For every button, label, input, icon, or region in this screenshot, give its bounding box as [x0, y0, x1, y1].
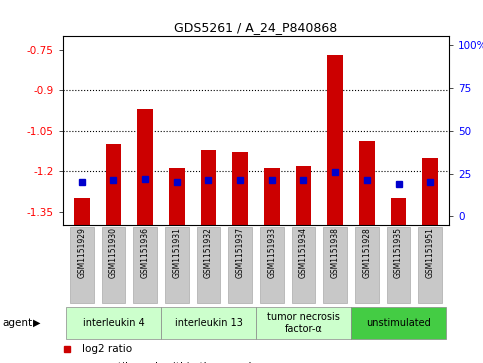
Text: ▶: ▶ [33, 318, 41, 328]
Text: tumor necrosis
factor-α: tumor necrosis factor-α [267, 312, 340, 334]
Bar [232, 152, 248, 225]
Bar [137, 109, 153, 225]
FancyBboxPatch shape [418, 227, 442, 303]
Bar [264, 168, 280, 225]
FancyBboxPatch shape [228, 227, 252, 303]
Text: GSM1151934: GSM1151934 [299, 228, 308, 278]
FancyBboxPatch shape [260, 227, 284, 303]
FancyBboxPatch shape [70, 227, 94, 303]
Bar [422, 158, 438, 225]
FancyBboxPatch shape [161, 307, 256, 339]
Bar [74, 198, 90, 225]
Text: GSM1151936: GSM1151936 [141, 228, 150, 278]
Text: log2 ratio: log2 ratio [82, 344, 132, 354]
FancyBboxPatch shape [133, 227, 157, 303]
Text: unstimulated: unstimulated [366, 318, 431, 328]
FancyBboxPatch shape [101, 227, 126, 303]
Bar [169, 168, 185, 225]
Text: percentile rank within the sample: percentile rank within the sample [82, 362, 258, 363]
Title: GDS5261 / A_24_P840868: GDS5261 / A_24_P840868 [174, 21, 338, 34]
FancyBboxPatch shape [355, 227, 379, 303]
Text: GSM1151938: GSM1151938 [331, 228, 340, 278]
FancyBboxPatch shape [351, 307, 446, 339]
FancyBboxPatch shape [323, 227, 347, 303]
Text: GSM1151931: GSM1151931 [172, 228, 181, 278]
Bar [327, 55, 343, 225]
FancyBboxPatch shape [66, 307, 161, 339]
Text: interleukin 13: interleukin 13 [174, 318, 242, 328]
Text: interleukin 4: interleukin 4 [83, 318, 144, 328]
Text: GSM1151937: GSM1151937 [236, 228, 245, 278]
FancyBboxPatch shape [165, 227, 189, 303]
Text: GSM1151935: GSM1151935 [394, 228, 403, 278]
FancyBboxPatch shape [197, 227, 220, 303]
Text: GSM1151933: GSM1151933 [267, 228, 276, 278]
Text: GSM1151929: GSM1151929 [77, 228, 86, 278]
Text: agent: agent [2, 318, 32, 328]
Text: GSM1151928: GSM1151928 [362, 228, 371, 278]
FancyBboxPatch shape [292, 227, 315, 303]
Bar [359, 142, 375, 225]
Bar [296, 166, 312, 225]
Bar [200, 150, 216, 225]
FancyBboxPatch shape [386, 227, 411, 303]
Bar [106, 144, 121, 225]
FancyBboxPatch shape [256, 307, 351, 339]
Text: GSM1151951: GSM1151951 [426, 228, 435, 278]
Text: GSM1151932: GSM1151932 [204, 228, 213, 278]
Bar [391, 198, 406, 225]
Text: GSM1151930: GSM1151930 [109, 228, 118, 278]
